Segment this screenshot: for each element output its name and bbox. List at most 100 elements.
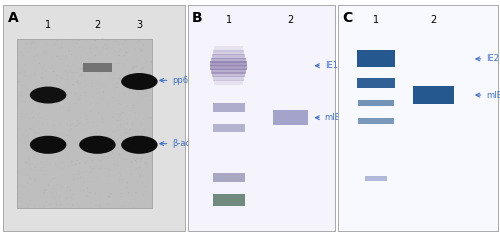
Point xyxy=(108,151,116,155)
Point xyxy=(30,121,38,125)
Point xyxy=(40,64,48,68)
Point xyxy=(140,65,148,69)
Point xyxy=(91,196,99,200)
Point xyxy=(88,159,96,163)
Point xyxy=(75,162,83,165)
Point xyxy=(46,120,54,123)
Point xyxy=(67,145,75,149)
Point xyxy=(82,188,90,192)
Point xyxy=(138,76,146,80)
Point xyxy=(100,121,108,124)
Point xyxy=(38,85,46,89)
Text: 1: 1 xyxy=(373,15,379,25)
Point xyxy=(52,148,60,152)
Point xyxy=(20,83,28,86)
Point xyxy=(142,88,150,92)
Point xyxy=(30,52,38,56)
Point xyxy=(98,164,106,168)
Point xyxy=(22,187,30,190)
Point xyxy=(56,105,64,109)
Point xyxy=(88,79,96,83)
Point xyxy=(24,203,32,207)
Point xyxy=(117,47,125,51)
Point xyxy=(17,205,25,208)
Point xyxy=(19,38,27,41)
Point xyxy=(87,190,95,194)
Point xyxy=(142,90,150,93)
Point xyxy=(27,127,35,131)
Point xyxy=(93,92,101,96)
Point xyxy=(114,116,122,120)
Point xyxy=(95,205,103,209)
Point xyxy=(76,82,84,86)
Point xyxy=(18,118,26,122)
Point xyxy=(109,130,117,133)
Point xyxy=(116,74,124,78)
Point xyxy=(76,54,84,58)
Point xyxy=(60,105,68,109)
Text: 1: 1 xyxy=(226,15,232,25)
Point xyxy=(70,177,78,181)
Point xyxy=(25,156,33,160)
Point xyxy=(144,150,152,154)
Point xyxy=(132,131,140,135)
Point xyxy=(124,104,132,108)
Point xyxy=(138,156,146,160)
Bar xyxy=(211,58,246,63)
Point xyxy=(92,143,100,147)
Point xyxy=(100,91,108,94)
Point xyxy=(70,128,78,132)
Point xyxy=(25,188,33,192)
Point xyxy=(132,65,140,68)
Point xyxy=(14,167,22,171)
Point xyxy=(94,102,102,106)
Point xyxy=(31,85,39,89)
Point xyxy=(30,77,38,81)
Point xyxy=(35,107,43,111)
Point xyxy=(42,69,50,73)
Point xyxy=(90,148,98,152)
Point xyxy=(58,119,66,123)
Point xyxy=(46,148,54,152)
Point xyxy=(147,206,155,209)
Text: A: A xyxy=(8,11,18,25)
Point xyxy=(54,84,62,88)
Point xyxy=(14,109,22,112)
Point xyxy=(39,51,47,55)
Point xyxy=(88,166,96,170)
Bar xyxy=(214,76,244,81)
Point xyxy=(121,151,129,154)
Point xyxy=(106,156,114,160)
Point xyxy=(96,148,104,152)
Point xyxy=(28,65,36,69)
Point xyxy=(144,128,152,132)
Point xyxy=(22,67,30,71)
Point xyxy=(102,140,110,144)
Point xyxy=(16,195,24,199)
Point xyxy=(52,75,60,79)
Point xyxy=(20,69,28,73)
Point xyxy=(121,131,129,135)
Point xyxy=(34,183,42,187)
Point xyxy=(96,74,104,78)
Point xyxy=(26,120,34,124)
Bar xyxy=(412,86,455,104)
Point xyxy=(64,161,72,165)
Bar xyxy=(356,50,395,67)
Point xyxy=(47,55,55,58)
Point xyxy=(148,152,156,155)
Point xyxy=(26,108,34,112)
Point xyxy=(128,161,136,164)
Point xyxy=(116,152,124,155)
Point xyxy=(58,89,66,92)
Point xyxy=(24,42,32,46)
Point xyxy=(110,141,118,145)
Point xyxy=(142,41,150,45)
Point xyxy=(25,93,33,97)
Point xyxy=(17,205,25,209)
Point xyxy=(86,80,94,84)
Point xyxy=(122,59,130,63)
Point xyxy=(83,93,91,97)
Point xyxy=(115,179,123,182)
Point xyxy=(100,62,108,66)
